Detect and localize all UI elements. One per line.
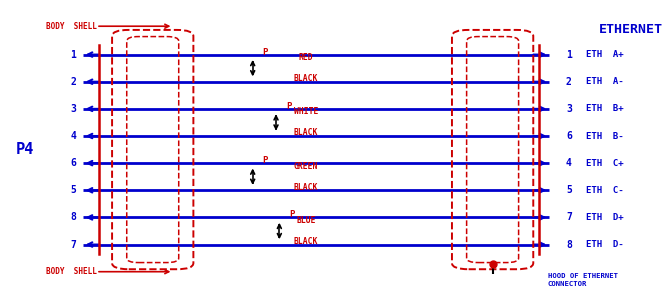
Text: 5: 5 xyxy=(70,185,76,195)
Text: GREEN: GREEN xyxy=(294,162,319,171)
Text: 8: 8 xyxy=(566,240,572,250)
Text: 7: 7 xyxy=(70,240,76,250)
Text: 3: 3 xyxy=(566,104,572,114)
Text: P: P xyxy=(263,156,268,165)
Text: BLACK: BLACK xyxy=(294,237,319,246)
Text: ETHERNET: ETHERNET xyxy=(599,23,663,36)
Text: BODY  SHELL: BODY SHELL xyxy=(46,22,97,31)
Text: HOOD OF ETHERNET
CONNECTOR: HOOD OF ETHERNET CONNECTOR xyxy=(548,273,618,287)
Text: 4: 4 xyxy=(70,131,76,141)
Text: 1: 1 xyxy=(70,50,76,60)
Text: P: P xyxy=(290,210,295,219)
Text: ETH  B+: ETH B+ xyxy=(586,104,624,113)
Text: ETH  A+: ETH A+ xyxy=(586,50,624,59)
Text: 6: 6 xyxy=(70,158,76,168)
Text: 6: 6 xyxy=(566,131,572,141)
Text: 8: 8 xyxy=(70,212,76,223)
Text: 2: 2 xyxy=(566,77,572,87)
Text: BLUE: BLUE xyxy=(296,216,316,225)
Text: BLACK: BLACK xyxy=(294,128,319,138)
Text: ETH  C+: ETH C+ xyxy=(586,159,624,168)
Text: 5: 5 xyxy=(566,185,572,195)
Text: 4: 4 xyxy=(566,158,572,168)
Text: BLACK: BLACK xyxy=(294,183,319,192)
Text: BODY  SHELL: BODY SHELL xyxy=(46,267,97,276)
Text: 2: 2 xyxy=(70,77,76,87)
Text: BLACK: BLACK xyxy=(294,74,319,83)
Text: ETH  A-: ETH A- xyxy=(586,77,624,86)
Text: ETH  B-: ETH B- xyxy=(586,131,624,140)
Text: ETH  D+: ETH D+ xyxy=(586,213,624,222)
Text: P: P xyxy=(263,48,268,57)
Text: 3: 3 xyxy=(70,104,76,114)
Text: ETH  D-: ETH D- xyxy=(586,240,624,249)
Text: ETH  C-: ETH C- xyxy=(586,186,624,195)
Text: WHITE: WHITE xyxy=(294,108,319,116)
Text: 7: 7 xyxy=(566,212,572,223)
Text: 1: 1 xyxy=(566,50,572,60)
Text: RED: RED xyxy=(298,53,313,62)
Text: P4: P4 xyxy=(16,142,34,157)
Text: P: P xyxy=(286,102,292,111)
